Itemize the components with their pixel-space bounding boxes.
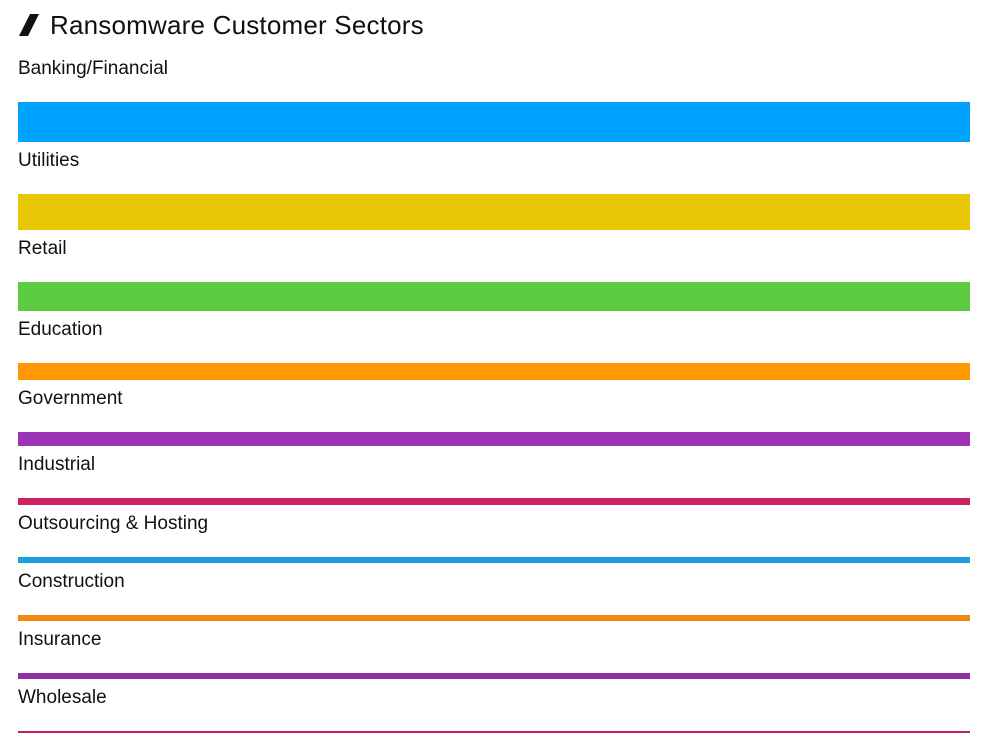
sector-bar bbox=[18, 673, 970, 679]
sector-bar bbox=[18, 498, 970, 505]
chart-title: Ransomware Customer Sectors bbox=[50, 9, 424, 40]
sector-bar bbox=[18, 731, 970, 733]
sector-label: Utilities bbox=[18, 150, 80, 171]
slash-icon bbox=[19, 14, 39, 36]
chart-title-row: Ransomware Customer Sectors bbox=[18, 8, 424, 42]
sector-bar bbox=[18, 363, 970, 380]
sector-bar bbox=[18, 194, 970, 230]
sector-label: Wholesale bbox=[18, 687, 107, 708]
sector-bar bbox=[18, 102, 970, 142]
sector-label: Government bbox=[18, 388, 123, 409]
sector-label: Construction bbox=[18, 571, 125, 592]
sector-label: Education bbox=[18, 319, 103, 340]
sector-label: Industrial bbox=[18, 454, 96, 475]
sector-label: Retail bbox=[18, 238, 67, 259]
sector-label: Outsourcing & Hosting bbox=[18, 513, 209, 534]
sector-label: Banking/Financial bbox=[18, 58, 168, 79]
sector-bar bbox=[18, 557, 970, 563]
sector-label: Insurance bbox=[18, 629, 102, 650]
sector-bar bbox=[18, 432, 970, 446]
sector-bar bbox=[18, 615, 970, 621]
sector-bar bbox=[18, 282, 970, 311]
